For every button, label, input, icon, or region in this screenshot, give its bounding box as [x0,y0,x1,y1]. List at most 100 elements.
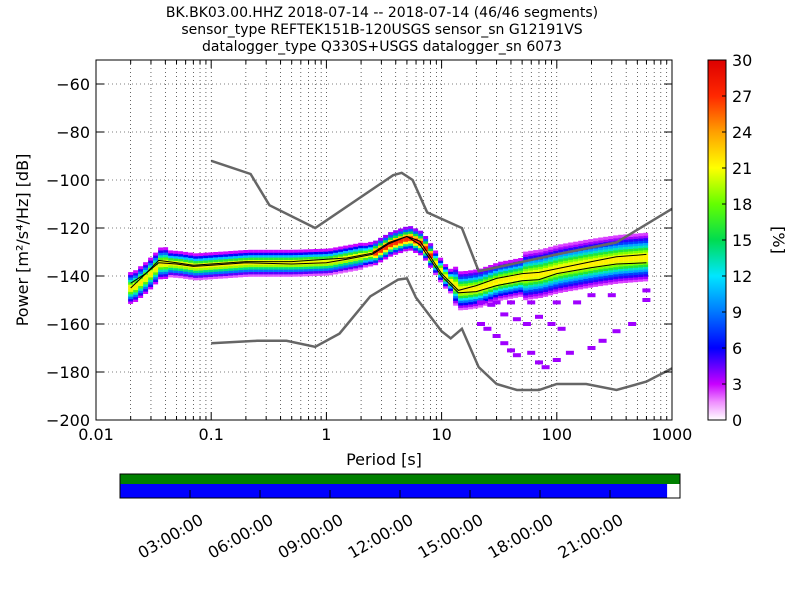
heatmap-cell [403,246,409,249]
heatmap-cell [453,283,459,287]
heatmap-cell [298,252,304,255]
heatmap-cell [623,270,629,274]
heatmap-cell [178,251,184,255]
heatmap-cell [288,264,294,268]
heatmap-cell [228,270,234,274]
heatmap-cell [603,260,609,264]
heatmap-cell [193,262,199,266]
heatmap-cell [258,269,264,272]
heatmap-cell [128,300,134,304]
heatmap-cell [543,274,549,278]
heatmap-cell [643,242,649,246]
heatmap-cell [288,249,294,253]
heatmap-cell [188,257,194,261]
heatmap-cell [353,258,359,262]
heatmap-cell [503,287,509,291]
heatmap-outlier-cell [527,350,536,355]
heatmap-cell [223,273,229,276]
heatmap-cell [268,271,274,275]
heatmap-cell [358,259,364,263]
heatmap-cell [538,287,544,291]
heatmap-cell [548,261,554,265]
heatmap-cell [443,280,449,284]
heatmap-cell [298,256,304,260]
heatmap-cell [153,276,159,280]
heatmap-cell [538,283,544,286]
heatmap-cell [193,258,199,262]
heatmap-cell [223,275,229,279]
heatmap-cell [458,285,464,289]
heatmap-cell [148,276,154,280]
heatmap-cell [473,269,479,273]
heatmap-cell [568,244,574,248]
heatmap-cell [488,284,494,288]
heatmap-cell [603,268,609,271]
heatmap-cell [393,232,399,236]
heatmap-cell [643,256,649,260]
heatmap-cell [633,257,639,261]
heatmap-cell [188,274,194,278]
heatmap-cell [603,277,609,281]
colorbar-tick-label: 24 [732,123,752,142]
heatmap-cell [613,247,619,251]
heatmap-cell [358,264,364,268]
heatmap-cell [203,269,209,273]
heatmap-cell [578,250,584,254]
heatmap-cell [573,277,579,281]
heatmap-cell [298,268,304,272]
heatmap-cell [593,276,599,280]
heatmap-cell [358,266,364,270]
heatmap-cell [263,254,269,258]
heatmap-cell [513,282,519,286]
heatmap-cell [603,253,609,257]
heatmap-cell [603,275,609,279]
heatmap-cell [378,254,384,258]
heatmap-cell [348,249,354,253]
heatmap-cell [458,283,464,287]
heatmap-cell [318,263,324,267]
heatmap-cell [133,284,139,288]
heatmap-cell [513,294,519,298]
heatmap-cell [628,279,634,283]
heatmap-cell [273,254,279,258]
heatmap-cell [153,252,159,256]
heatmap-cell [573,241,579,245]
heatmap-cell [493,280,499,283]
heatmap-cell [523,266,529,269]
heatmap-cell [143,269,149,273]
heatmap-cell [578,272,584,275]
heatmap-cell [143,283,149,287]
heatmap-cell [243,269,249,273]
heatmap-cell [408,247,414,251]
heatmap-cell [618,254,624,257]
heatmap-cell [548,266,554,269]
heatmap-cell [518,265,524,269]
heatmap-cell [218,254,224,258]
heatmap-cell [263,249,269,253]
heatmap-cell [523,251,529,255]
heatmap-cell [493,296,499,300]
heatmap-cell [163,268,169,272]
heatmap-cell [278,257,284,260]
heatmap-cell [493,282,499,286]
heatmap-cell [488,286,494,290]
colorbar-tick-label: 27 [732,87,752,106]
heatmap-cell [478,295,484,298]
heatmap-cell [423,250,429,254]
heatmap-cell [448,285,454,289]
heatmap-cell [628,250,634,254]
heatmap-cell [203,271,209,275]
heatmap-cell [473,303,479,307]
heatmap-cell [423,245,429,249]
heatmap-cell [403,241,409,245]
heatmap-cell [623,272,629,276]
heatmap-cell [608,281,614,285]
heatmap-cell [348,254,354,258]
colorbar-tick-label: 6 [732,339,742,358]
heatmap-cell [333,271,339,275]
heatmap-cell [223,265,229,269]
heatmap-cell [508,283,514,287]
heatmap-cell [623,244,629,247]
heatmap-cell [448,268,454,272]
heatmap-cell [363,262,369,266]
